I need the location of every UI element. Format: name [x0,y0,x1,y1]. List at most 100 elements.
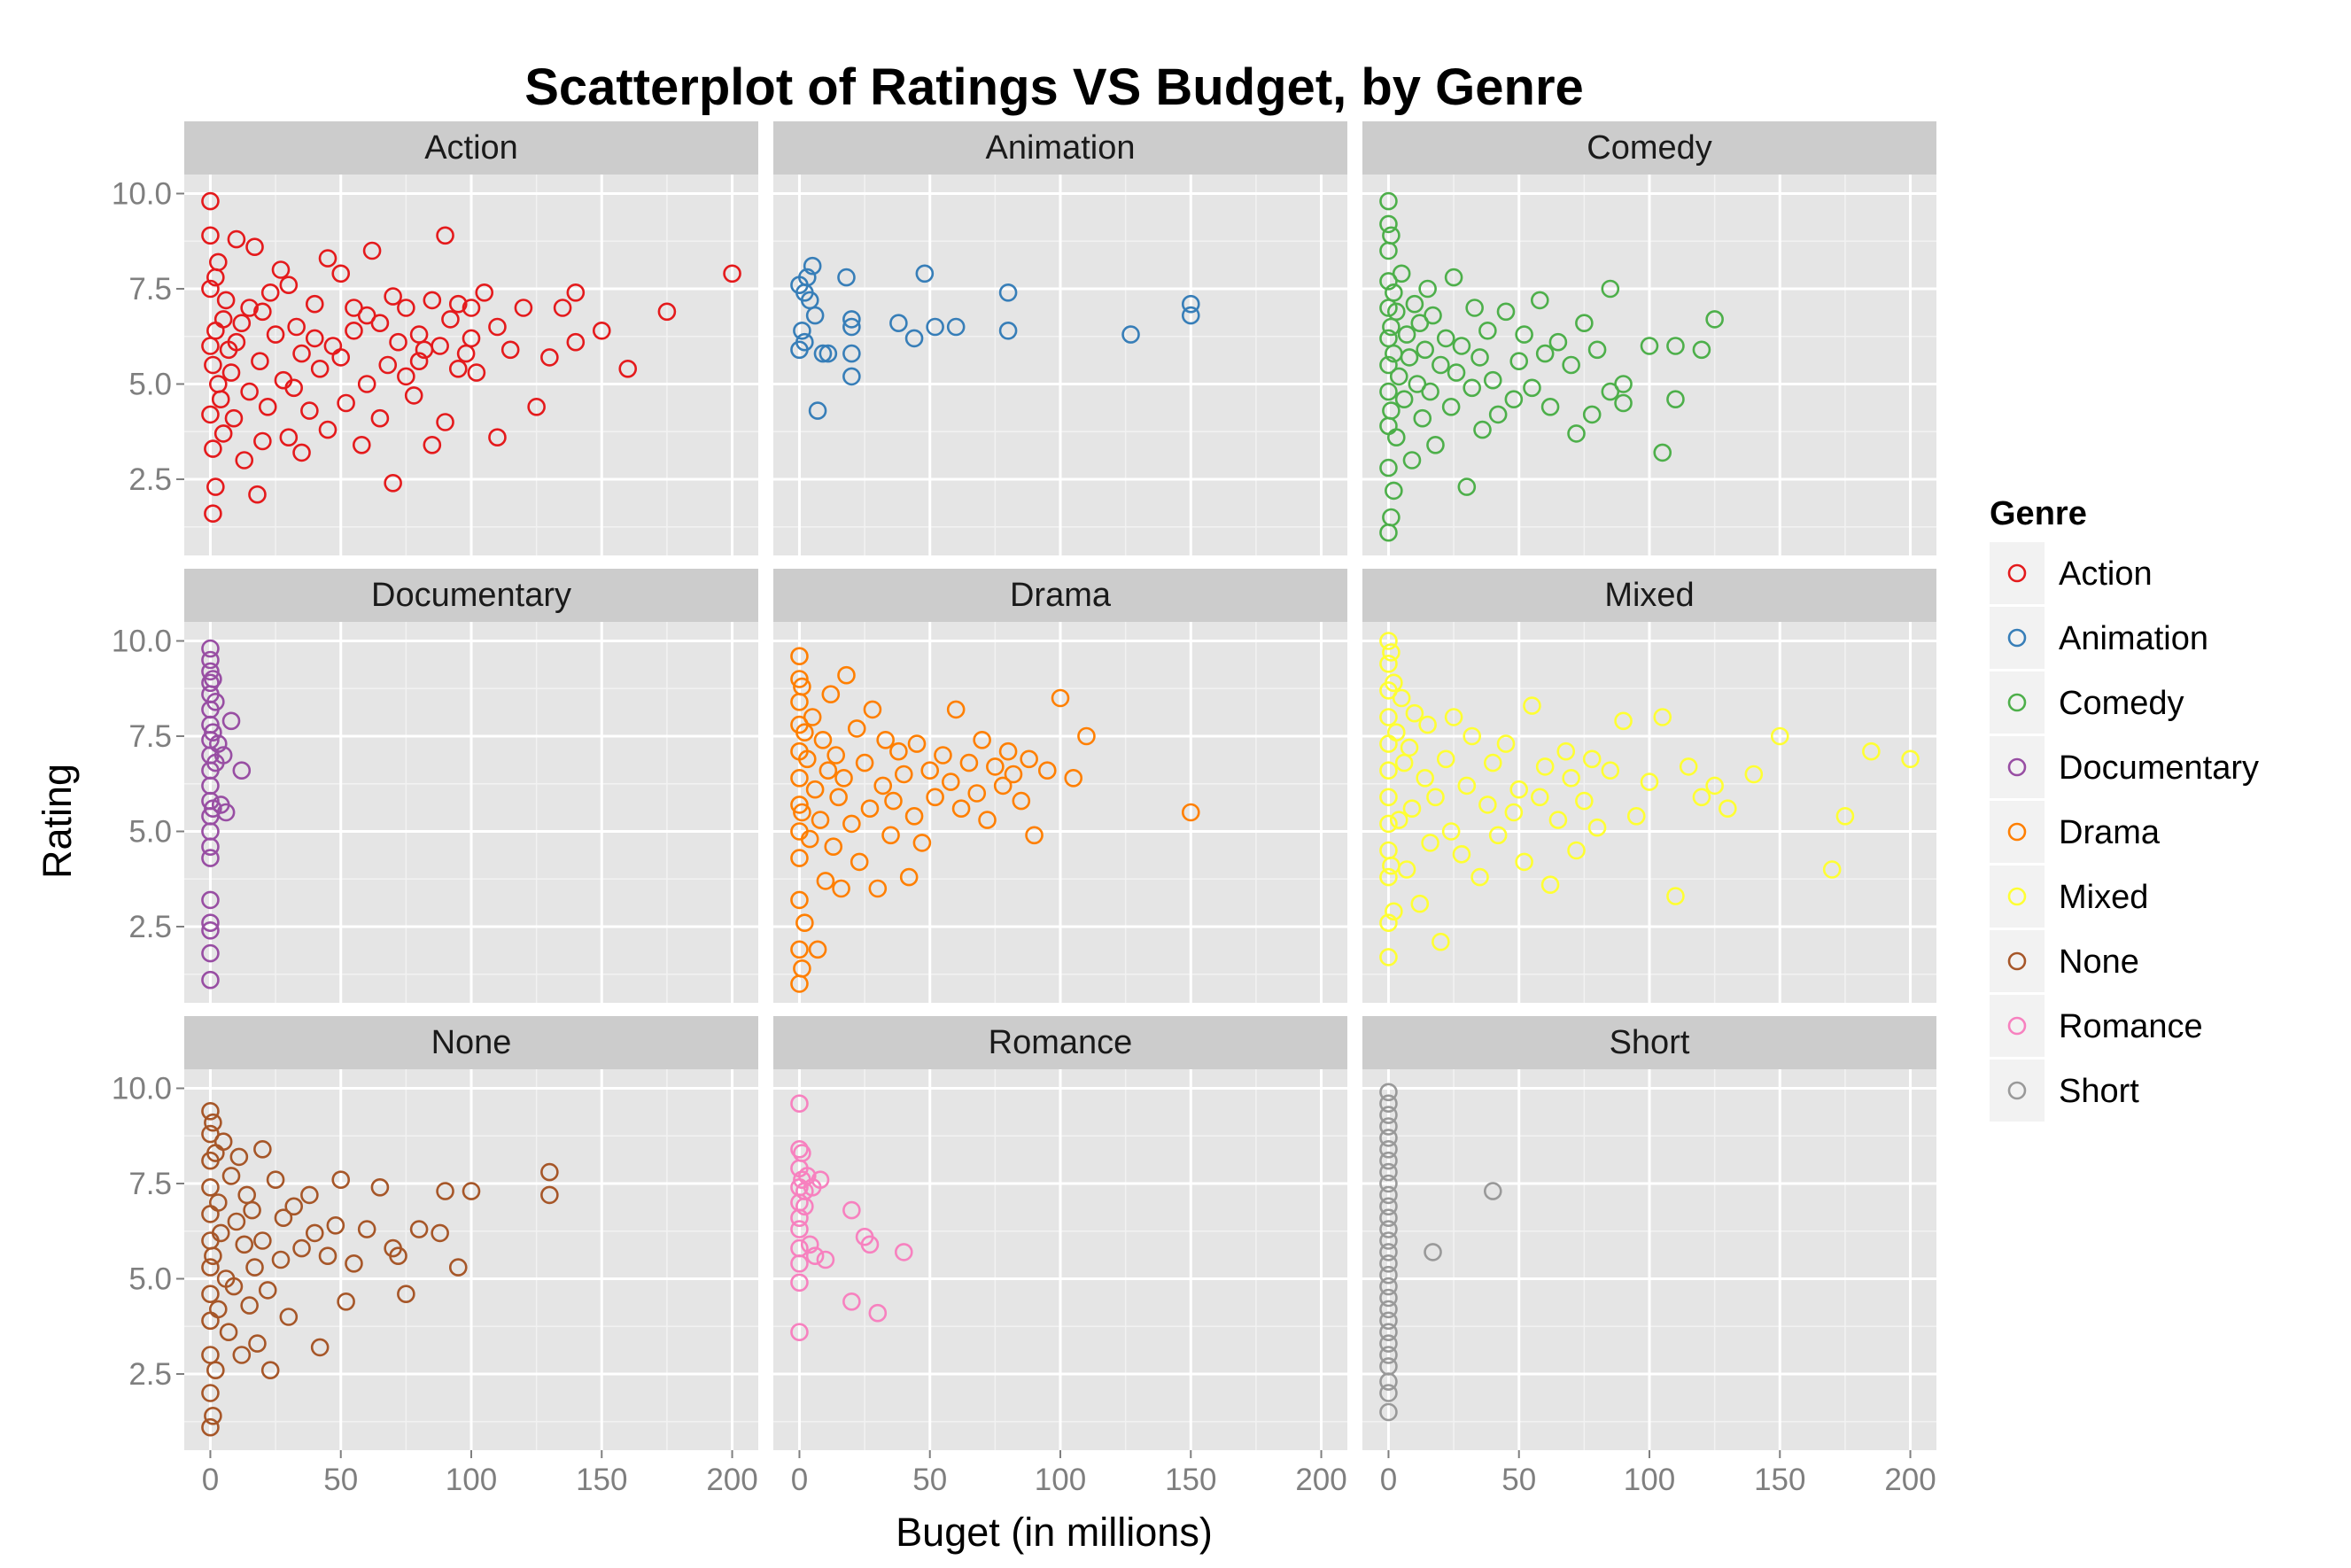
data-point [1385,673,1403,693]
data-point [793,803,811,822]
data-point [1379,1254,1398,1273]
data-point [284,1197,304,1216]
data-point [1705,310,1724,329]
data-point [1121,325,1140,344]
data-point [253,302,272,322]
data-point [201,191,220,211]
data-point [448,359,468,378]
data-point [1465,299,1484,317]
data-point [201,279,220,299]
data-point [292,1238,311,1258]
data-point [204,439,222,458]
x-tick-label: 0 [791,1463,808,1497]
data-point [1478,796,1497,814]
data-point [208,252,228,272]
data-point [847,719,866,738]
data-point [208,1193,228,1212]
data-point [305,294,324,314]
data-point [1394,390,1414,409]
data-point [1567,424,1586,443]
data-point [1540,875,1560,895]
data-point [1385,283,1403,302]
legend-label: Comedy [2059,685,2184,722]
data-point [1181,803,1200,822]
data-point [1614,711,1633,731]
data-point [462,329,481,348]
x-tick-label: 150 [1754,1463,1805,1497]
data-point [899,867,919,887]
data-point [1379,382,1398,401]
x-tick-label: 0 [202,1463,219,1497]
data-point [279,1308,299,1326]
data-point [423,291,442,310]
data-point [318,249,338,268]
data-point [986,757,1005,776]
data-point [1379,1288,1398,1308]
legend-key [1990,801,2045,863]
legend-marker [2007,887,2027,906]
data-point [1575,791,1594,811]
data-point [208,734,228,753]
data-point [1601,382,1620,401]
legend-item-documentary: Documentary [1990,736,2259,798]
data-point [384,473,402,493]
data-point [1470,348,1489,367]
data-point [1077,726,1096,746]
data-point [540,1185,559,1205]
facet-panel-romance: Romance 0 50 100 150 200 [773,1016,1347,1497]
data-point [1382,401,1401,420]
data-point [1421,382,1439,401]
data-point [213,746,233,765]
data-point [201,226,220,245]
data-point [1379,1185,1398,1205]
data-point [201,1178,220,1197]
data-point [842,344,861,363]
facet-strip-label: Documentary [371,577,571,614]
data-point [310,359,330,378]
data-point [842,367,861,386]
data-point [1478,321,1497,340]
data-point [1424,1243,1442,1261]
data-point [926,317,944,337]
data-point [227,229,246,249]
facet-strip-label: Mixed [1604,577,1694,614]
data-point [216,291,236,310]
data-point [829,788,848,807]
data-point [1515,852,1533,872]
data-point [1379,1311,1398,1331]
data-point [331,1170,351,1189]
data-point [204,355,222,375]
data-point [219,1323,238,1341]
data-point [868,879,888,898]
x-tick-label: 100 [1624,1463,1675,1497]
data-point [1379,654,1398,673]
data-point [206,477,225,496]
facet-panel-drama: Drama [773,569,1347,1003]
data-point [292,443,311,462]
data-point [1426,435,1445,454]
data-point [227,1212,246,1231]
data-point [998,283,1018,302]
data-point [1436,749,1455,769]
data-point [318,420,338,439]
data-point [1379,1094,1398,1113]
data-point [448,1258,468,1277]
data-point [235,1235,254,1254]
data-point [1379,1140,1398,1159]
data-point [540,348,559,367]
data-point [790,670,809,688]
data-point [832,879,850,898]
data-point [1523,378,1541,398]
x-tick-label: 150 [1165,1463,1216,1497]
facet-strip-label: Romance [989,1024,1133,1061]
data-point [211,390,230,409]
legend-label: Drama [2059,814,2161,851]
data-point [993,776,1013,796]
data-point [1432,355,1450,375]
data-point [279,276,299,295]
data-point [803,708,822,726]
data-point [805,1246,825,1265]
data-point [1408,375,1427,393]
data-point [1463,378,1482,398]
legend-key [1990,1060,2045,1122]
